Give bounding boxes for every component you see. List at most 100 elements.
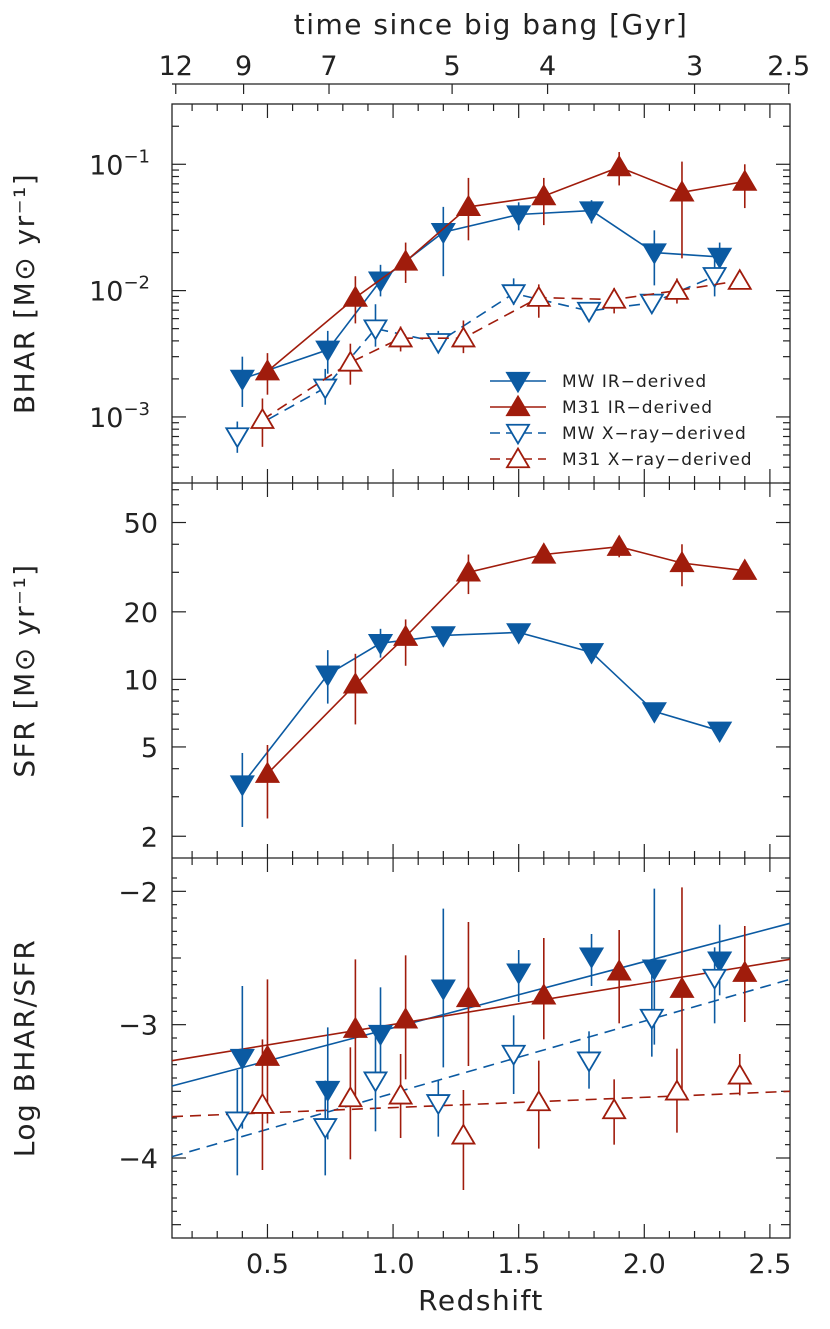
series-mw_sfr xyxy=(229,623,733,827)
y-tick-label: 50 xyxy=(124,509,158,540)
data-point xyxy=(312,1118,338,1140)
data-point xyxy=(450,325,476,348)
fit-line xyxy=(171,978,791,1158)
data-point xyxy=(531,983,557,1005)
data-point xyxy=(707,721,733,744)
x-tick-label: 2.5 xyxy=(748,1249,791,1280)
data-point xyxy=(388,1083,414,1105)
data-point xyxy=(367,634,394,656)
data-point xyxy=(342,285,368,307)
data-point xyxy=(664,1079,690,1101)
data-point xyxy=(576,1051,602,1073)
data-point xyxy=(707,951,733,973)
data-point xyxy=(531,542,557,564)
data-point xyxy=(229,1048,255,1071)
top-axis-tick-label: 5 xyxy=(444,51,461,82)
data-point xyxy=(526,285,552,307)
data-point xyxy=(641,702,667,724)
data-point xyxy=(229,775,255,797)
y-axis-title-sfr: SFR [M⊙ yr⁻¹] xyxy=(8,563,41,777)
fit-line xyxy=(171,958,791,1062)
series-mw_ir xyxy=(229,200,733,407)
data-point xyxy=(641,243,667,265)
data-point xyxy=(312,378,338,401)
series-m31_x_ratio xyxy=(249,1039,753,1190)
data-point xyxy=(337,1085,363,1108)
data-point xyxy=(367,271,394,293)
data-point xyxy=(641,959,667,981)
data-point xyxy=(249,1092,276,1114)
data-point xyxy=(342,1016,368,1038)
data-point xyxy=(669,976,695,998)
data-point xyxy=(224,1111,250,1133)
top-axis-tick-label: 7 xyxy=(320,51,337,82)
data-point xyxy=(249,407,276,429)
data-point xyxy=(732,558,758,580)
data-point xyxy=(229,369,255,392)
data-point xyxy=(254,359,281,381)
x-axis-title: Redshift xyxy=(418,1284,544,1317)
data-point xyxy=(425,333,451,355)
data-point xyxy=(393,1007,419,1029)
plot-layer xyxy=(171,152,791,1190)
y-tick-label: 10−1 xyxy=(89,146,150,181)
data-point xyxy=(606,959,632,981)
data-point xyxy=(578,201,605,223)
data-point xyxy=(430,626,456,648)
data-point xyxy=(501,284,527,306)
y-tick-label: 5 xyxy=(141,733,158,764)
data-point xyxy=(342,672,368,694)
data-point xyxy=(425,1094,451,1116)
data-point xyxy=(450,1123,476,1145)
legend-label: MW IR−derived xyxy=(562,372,707,392)
data-point xyxy=(606,534,632,556)
legend-marker xyxy=(505,394,531,417)
data-point xyxy=(531,183,557,206)
x-tick-label: 1.0 xyxy=(372,1249,415,1280)
data-point xyxy=(664,278,690,300)
data-point xyxy=(367,1024,394,1047)
data-point xyxy=(337,350,363,372)
x-tick-label: 1.5 xyxy=(497,1249,540,1280)
y-tick-label: 10−3 xyxy=(89,399,150,434)
data-point xyxy=(601,287,627,309)
data-point xyxy=(455,194,482,217)
data-point xyxy=(388,325,414,348)
data-point xyxy=(430,979,456,1001)
legend-label: M31 X−ray−derived xyxy=(562,450,753,470)
data-point xyxy=(669,550,695,573)
data-point xyxy=(430,223,456,245)
data-point xyxy=(601,1097,627,1120)
data-point xyxy=(732,169,758,191)
data-point xyxy=(506,623,532,645)
data-point xyxy=(702,968,728,991)
data-point xyxy=(669,180,695,202)
y-axis-title-bhar: BHAR [M⊙ yr⁻¹] xyxy=(8,173,41,414)
series-m31_ir_ratio xyxy=(254,887,758,1124)
series-mw_x xyxy=(224,258,728,453)
legend-marker xyxy=(505,371,531,394)
series-line xyxy=(261,279,740,421)
series-line xyxy=(236,275,715,438)
data-point xyxy=(362,319,389,341)
y-tick-label: −4 xyxy=(118,1144,158,1175)
frame-layer xyxy=(171,83,791,1239)
data-point xyxy=(732,960,758,982)
series-mw_ir_ratio xyxy=(229,888,733,1140)
series-line xyxy=(266,166,745,372)
data-point xyxy=(639,293,665,316)
y-tick-label: 10 xyxy=(124,665,158,696)
y-tick-label: −2 xyxy=(118,877,158,908)
data-point xyxy=(576,301,602,324)
data-point xyxy=(707,247,733,270)
data-point xyxy=(254,1044,281,1066)
data-point xyxy=(526,1089,552,1112)
data-point xyxy=(254,761,281,783)
top-axis-tick-label: 3 xyxy=(686,51,703,82)
label-layer: 12 9 7 5 4 3 2.5 time since big bang [Gyr] 0.5 1.… xyxy=(8,8,810,1317)
data-point xyxy=(727,1063,753,1085)
data-point xyxy=(315,665,341,687)
top-axis-tick-label: 9 xyxy=(235,51,252,82)
y-tick-label: −3 xyxy=(118,1011,158,1042)
